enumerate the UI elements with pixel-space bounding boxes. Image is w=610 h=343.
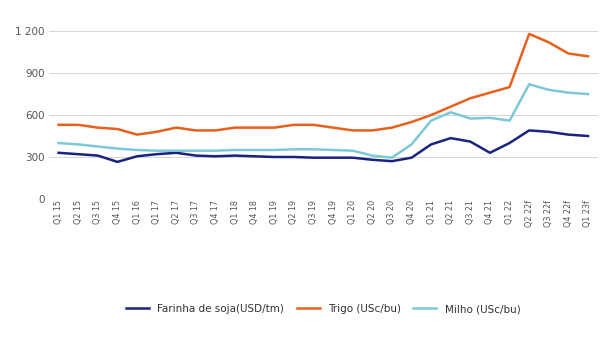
Trigo (USc/bu) <box>310 123 317 127</box>
Trigo (USc/bu) <box>467 96 474 100</box>
Milho (USc/bu) <box>173 149 180 153</box>
Farinha de soja(USD/tm) <box>447 136 454 140</box>
Farinha de soja(USD/tm) <box>271 155 278 159</box>
Milho (USc/bu) <box>134 148 141 152</box>
Farinha de soja(USD/tm) <box>231 154 239 158</box>
Farinha de soja(USD/tm) <box>55 151 62 155</box>
Milho (USc/bu) <box>251 148 259 152</box>
Milho (USc/bu) <box>329 148 337 152</box>
Farinha de soja(USD/tm) <box>565 132 572 137</box>
Milho (USc/bu) <box>212 149 219 153</box>
Trigo (USc/bu) <box>447 105 454 109</box>
Farinha de soja(USD/tm) <box>467 140 474 144</box>
Trigo (USc/bu) <box>153 130 160 134</box>
Legend: Farinha de soja(USD/tm), Trigo (USc/bu), Milho (USc/bu): Farinha de soja(USD/tm), Trigo (USc/bu),… <box>126 304 520 314</box>
Milho (USc/bu) <box>310 147 317 151</box>
Milho (USc/bu) <box>584 92 592 96</box>
Trigo (USc/bu) <box>231 126 239 130</box>
Farinha de soja(USD/tm) <box>173 151 180 155</box>
Milho (USc/bu) <box>349 149 356 153</box>
Trigo (USc/bu) <box>584 54 592 58</box>
Milho (USc/bu) <box>271 148 278 152</box>
Milho (USc/bu) <box>565 91 572 95</box>
Farinha de soja(USD/tm) <box>94 154 101 158</box>
Milho (USc/bu) <box>231 148 239 152</box>
Milho (USc/bu) <box>408 142 415 146</box>
Farinha de soja(USD/tm) <box>584 134 592 138</box>
Trigo (USc/bu) <box>212 128 219 132</box>
Farinha de soja(USD/tm) <box>192 154 199 158</box>
Farinha de soja(USD/tm) <box>525 128 533 132</box>
Milho (USc/bu) <box>290 147 298 151</box>
Milho (USc/bu) <box>467 117 474 121</box>
Farinha de soja(USD/tm) <box>251 154 259 158</box>
Line: Milho (USc/bu): Milho (USc/bu) <box>59 84 588 158</box>
Farinha de soja(USD/tm) <box>408 156 415 160</box>
Trigo (USc/bu) <box>114 127 121 131</box>
Farinha de soja(USD/tm) <box>74 152 82 156</box>
Farinha de soja(USD/tm) <box>349 156 356 160</box>
Farinha de soja(USD/tm) <box>506 141 513 145</box>
Farinha de soja(USD/tm) <box>134 154 141 158</box>
Farinha de soja(USD/tm) <box>114 160 121 164</box>
Milho (USc/bu) <box>428 119 435 123</box>
Trigo (USc/bu) <box>290 123 298 127</box>
Milho (USc/bu) <box>74 142 82 146</box>
Trigo (USc/bu) <box>74 123 82 127</box>
Farinha de soja(USD/tm) <box>368 158 376 162</box>
Trigo (USc/bu) <box>368 128 376 132</box>
Line: Trigo (USc/bu): Trigo (USc/bu) <box>59 34 588 134</box>
Milho (USc/bu) <box>94 144 101 149</box>
Trigo (USc/bu) <box>525 32 533 36</box>
Line: Farinha de soja(USD/tm): Farinha de soja(USD/tm) <box>59 130 588 162</box>
Trigo (USc/bu) <box>251 126 259 130</box>
Milho (USc/bu) <box>545 88 553 92</box>
Trigo (USc/bu) <box>192 128 199 132</box>
Farinha de soja(USD/tm) <box>486 151 493 155</box>
Milho (USc/bu) <box>486 116 493 120</box>
Farinha de soja(USD/tm) <box>310 156 317 160</box>
Trigo (USc/bu) <box>486 91 493 95</box>
Milho (USc/bu) <box>153 149 160 153</box>
Trigo (USc/bu) <box>134 132 141 137</box>
Trigo (USc/bu) <box>389 126 396 130</box>
Milho (USc/bu) <box>447 110 454 114</box>
Farinha de soja(USD/tm) <box>153 152 160 156</box>
Farinha de soja(USD/tm) <box>290 155 298 159</box>
Trigo (USc/bu) <box>506 85 513 89</box>
Trigo (USc/bu) <box>428 113 435 117</box>
Farinha de soja(USD/tm) <box>389 159 396 163</box>
Milho (USc/bu) <box>389 156 396 160</box>
Milho (USc/bu) <box>506 119 513 123</box>
Milho (USc/bu) <box>114 146 121 151</box>
Trigo (USc/bu) <box>173 126 180 130</box>
Milho (USc/bu) <box>192 149 199 153</box>
Farinha de soja(USD/tm) <box>212 154 219 158</box>
Milho (USc/bu) <box>368 154 376 158</box>
Trigo (USc/bu) <box>94 126 101 130</box>
Trigo (USc/bu) <box>408 120 415 124</box>
Trigo (USc/bu) <box>55 123 62 127</box>
Trigo (USc/bu) <box>545 40 553 44</box>
Trigo (USc/bu) <box>329 126 337 130</box>
Farinha de soja(USD/tm) <box>329 156 337 160</box>
Farinha de soja(USD/tm) <box>545 130 553 134</box>
Trigo (USc/bu) <box>349 128 356 132</box>
Milho (USc/bu) <box>55 141 62 145</box>
Farinha de soja(USD/tm) <box>428 142 435 146</box>
Trigo (USc/bu) <box>565 51 572 56</box>
Milho (USc/bu) <box>525 82 533 86</box>
Trigo (USc/bu) <box>271 126 278 130</box>
